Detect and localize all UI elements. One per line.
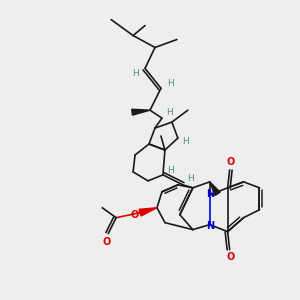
Text: H: H [167, 108, 173, 117]
Polygon shape [132, 109, 150, 115]
Text: N: N [206, 220, 214, 231]
Text: H: H [182, 136, 189, 146]
Text: O: O [131, 210, 139, 220]
Text: H: H [188, 174, 194, 183]
Text: H: H [167, 79, 174, 88]
Polygon shape [210, 182, 220, 196]
Text: H: H [167, 167, 174, 176]
Text: O: O [102, 237, 110, 247]
Text: O: O [226, 253, 235, 262]
Text: O: O [226, 157, 235, 167]
Text: H: H [132, 69, 138, 78]
Polygon shape [139, 208, 157, 216]
Text: N: N [206, 189, 214, 199]
